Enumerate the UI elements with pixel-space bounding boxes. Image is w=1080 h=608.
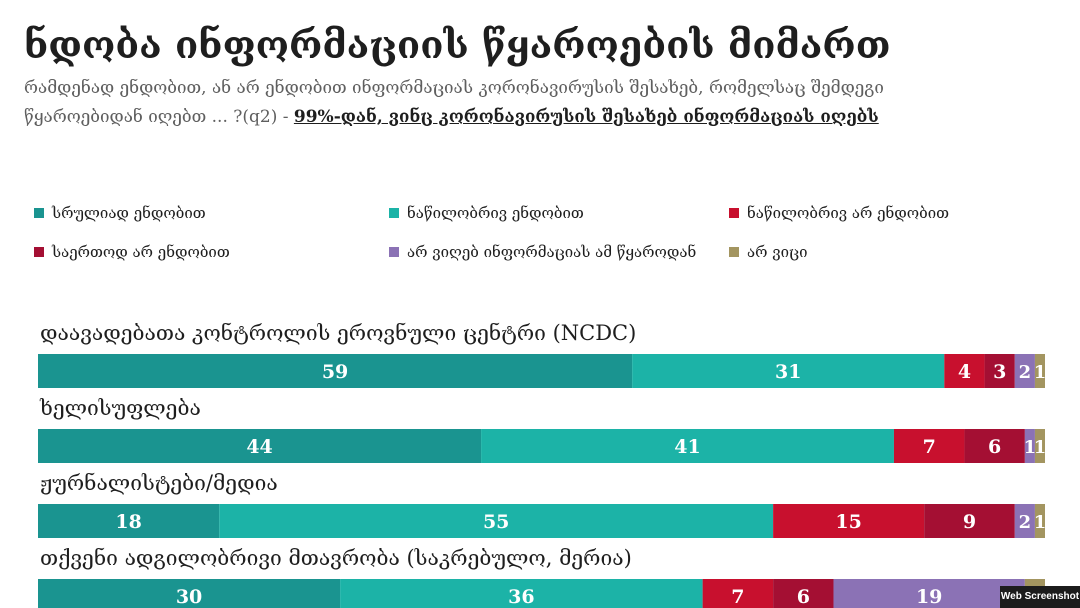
bar-value-label: 41 bbox=[674, 436, 700, 458]
bar-segment bbox=[893, 429, 965, 463]
legend-swatch bbox=[389, 246, 399, 257]
bar-segment bbox=[944, 354, 985, 388]
bar-segment bbox=[702, 579, 774, 608]
legend-swatch bbox=[34, 207, 44, 218]
bar-segment bbox=[340, 579, 703, 608]
legend-label: ნაწილობრივ არ ენდობით bbox=[747, 203, 950, 222]
legend-item-partly-distrust: ნაწილობრივ არ ენდობით bbox=[729, 200, 1034, 225]
bar-value-label: 18 bbox=[115, 511, 141, 533]
bar-value-label: 7 bbox=[731, 586, 744, 608]
bar-segment bbox=[38, 354, 633, 388]
bar-segment bbox=[38, 429, 482, 463]
legend-swatch bbox=[34, 246, 44, 257]
bar-segment bbox=[984, 354, 1015, 388]
bar-segment bbox=[964, 429, 1025, 463]
legend-label: არ ვიღებ ინფორმაციას ამ წყაროდან bbox=[407, 242, 697, 261]
legend-swatch bbox=[389, 207, 399, 218]
legend-item-partly-trust: ნაწილობრივ ენდობით bbox=[389, 200, 729, 225]
bar-segment bbox=[924, 504, 1015, 538]
bar-value-label: 7 bbox=[923, 436, 936, 458]
bar-value-label: 19 bbox=[916, 586, 942, 608]
legend: სრულიად ენდობით ნაწილობრივ ენდობით ნაწილ… bbox=[34, 200, 1034, 264]
bar-value-label: 9 bbox=[963, 511, 976, 533]
subtitle-question: რამდენად ენდობით, ან არ ენდობით ინფორმაც… bbox=[24, 78, 884, 127]
bar-segment bbox=[632, 354, 945, 388]
bar-segment bbox=[38, 504, 220, 538]
category-label: ხელისუფლება bbox=[39, 396, 201, 420]
legend-label: არ ვიცი bbox=[747, 242, 808, 261]
legend-item-no-info: არ ვიღებ ინფორმაციას ამ წყაროდან bbox=[389, 239, 729, 264]
web-screenshot-badge: Web Screenshot bbox=[1000, 586, 1080, 608]
bar-value-label: 1 bbox=[1024, 437, 1037, 458]
bar-segment bbox=[1014, 354, 1035, 388]
stacked-bar-chart: დაავადებათა კონტროლის ეროვნული ცენტრი (N… bbox=[38, 321, 1047, 608]
legend-label: ნაწილობრივ ენდობით bbox=[407, 203, 584, 222]
bar-segment bbox=[219, 504, 774, 538]
legend-swatch bbox=[729, 246, 739, 257]
bar-value-label: 3 bbox=[993, 361, 1006, 383]
category-label: დაავადებათა კონტროლის ეროვნული ცენტრი (N… bbox=[40, 321, 636, 345]
category-label: ჟურნალისტები/მედია bbox=[40, 471, 278, 495]
bar-value-label: 2 bbox=[1019, 362, 1032, 383]
bar-value-label: 59 bbox=[322, 361, 348, 383]
bar-value-label: 6 bbox=[988, 436, 1001, 458]
subtitle: რამდენად ენდობით, ან არ ენდობით ინფორმაც… bbox=[24, 74, 904, 132]
bar-value-label: 1 bbox=[1034, 362, 1047, 383]
subtitle-dash: - bbox=[277, 107, 294, 127]
category-label: თქვენი ადგილობრივი მთავრობა (საკრებულო, … bbox=[40, 546, 632, 570]
bar-value-label: 36 bbox=[508, 586, 534, 608]
bar-segment bbox=[773, 504, 925, 538]
subtitle-base-note: 99%-დან, ვინც კორონავირუსის შესახებ ინფო… bbox=[293, 107, 879, 127]
legend-label: საერთოდ არ ენდობით bbox=[52, 242, 230, 261]
bar-segment bbox=[1014, 504, 1035, 538]
bar-value-label: 2 bbox=[1019, 512, 1032, 533]
bar-value-label: 55 bbox=[483, 511, 509, 533]
bar-segment bbox=[38, 579, 341, 608]
bar-value-label: 30 bbox=[176, 586, 202, 608]
bar-segment bbox=[773, 579, 834, 608]
legend-item-fully-trust: სრულიად ენდობით bbox=[34, 200, 389, 225]
bar-value-label: 44 bbox=[246, 436, 272, 458]
bar-segment bbox=[1034, 429, 1045, 463]
bar-segment bbox=[1034, 504, 1045, 538]
bar-value-label: 1 bbox=[1034, 437, 1047, 458]
legend-item-dont-know: არ ვიცი bbox=[729, 239, 1034, 264]
legend-label: სრულიად ენდობით bbox=[52, 203, 206, 222]
bar-segment bbox=[833, 579, 1025, 608]
bar-value-label: 31 bbox=[775, 361, 801, 383]
bar-segment bbox=[1034, 354, 1045, 388]
bar-value-label: 6 bbox=[797, 586, 810, 608]
page-title: ნდობა ინფორმაციის წყაროების მიმართ bbox=[24, 22, 891, 67]
bar-value-label: 4 bbox=[958, 361, 971, 383]
bar-segment bbox=[1024, 429, 1035, 463]
bar-segment bbox=[481, 429, 894, 463]
bar-value-label: 1 bbox=[1034, 512, 1047, 533]
bar-value-label: 15 bbox=[835, 511, 861, 533]
legend-item-fully-distrust: საერთოდ არ ენდობით bbox=[34, 239, 389, 264]
legend-swatch bbox=[729, 207, 739, 218]
